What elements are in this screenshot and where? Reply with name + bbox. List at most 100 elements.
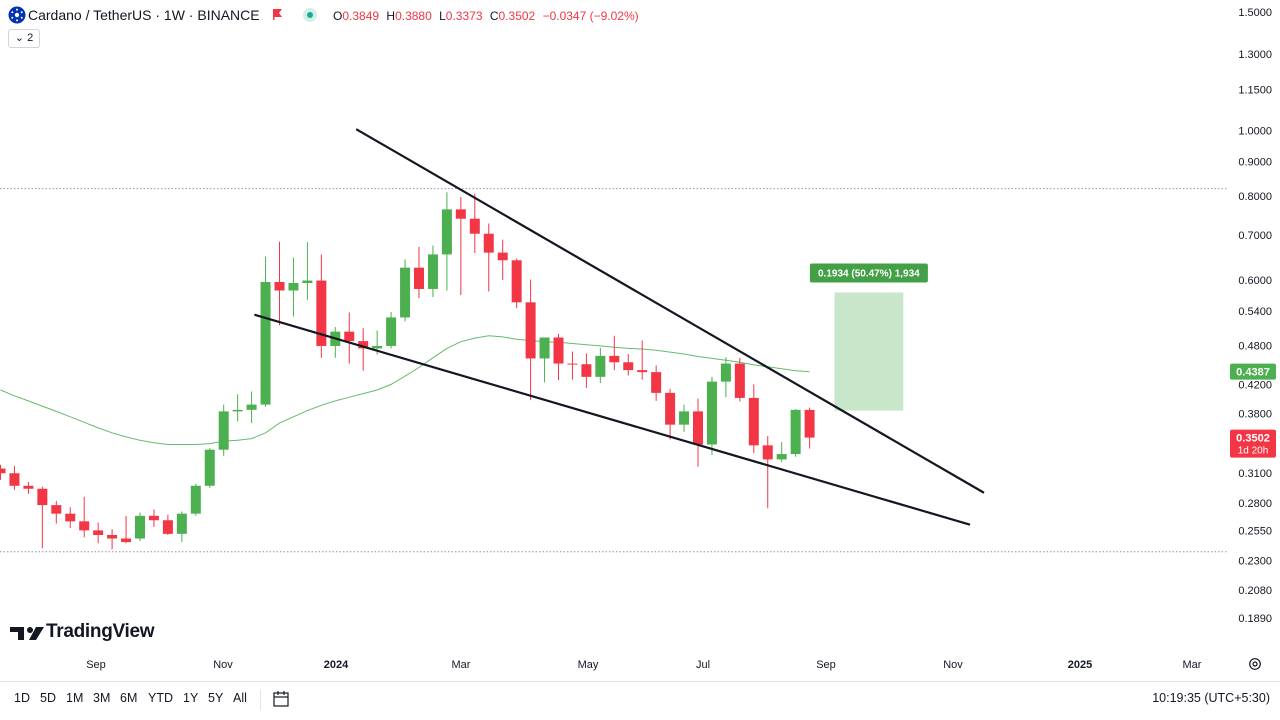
- tradingview-logo-text[interactable]: TradingView: [46, 621, 155, 642]
- candle-body: [525, 302, 536, 359]
- timeframe-1d-button[interactable]: 1D: [14, 691, 30, 705]
- candle[interactable]: [734, 357, 745, 402]
- candle[interactable]: [497, 239, 508, 281]
- candle[interactable]: [511, 258, 522, 309]
- gear-icon[interactable]: [1248, 657, 1262, 671]
- candle[interactable]: [358, 328, 369, 371]
- candle[interactable]: [483, 223, 494, 292]
- price-tick-label: 1.1500: [1238, 85, 1272, 97]
- candle[interactable]: [386, 311, 397, 349]
- candle[interactable]: [581, 353, 592, 388]
- candle-body: [720, 363, 731, 382]
- candle[interactable]: [162, 514, 173, 536]
- candle[interactable]: [260, 256, 271, 407]
- candle[interactable]: [469, 193, 480, 254]
- candle[interactable]: [246, 391, 257, 424]
- candle[interactable]: [288, 257, 299, 317]
- timeframe-all-button[interactable]: All: [233, 691, 247, 705]
- candle[interactable]: [567, 351, 578, 380]
- candle[interactable]: [665, 388, 676, 440]
- candle[interactable]: [762, 436, 773, 509]
- calendar-range-icon[interactable]: [272, 690, 290, 708]
- candle[interactable]: [344, 312, 355, 364]
- candle[interactable]: [9, 465, 20, 490]
- flag-icon[interactable]: [272, 9, 283, 20]
- candle[interactable]: [107, 529, 118, 550]
- market-status-icon[interactable]: [303, 8, 317, 22]
- candle[interactable]: [190, 483, 201, 516]
- symbol-title[interactable]: Cardano / TetherUS · 1W · BINANCE: [28, 7, 260, 23]
- price-tick-label: 0.4800: [1238, 340, 1272, 352]
- candle-body: [776, 454, 787, 460]
- candle[interactable]: [427, 245, 438, 298]
- candle[interactable]: [679, 404, 690, 432]
- timeframe-ytd-button[interactable]: YTD: [148, 691, 173, 705]
- candle[interactable]: [776, 441, 787, 463]
- timeframe-6m-button[interactable]: 6M: [120, 691, 138, 705]
- candle[interactable]: [414, 246, 424, 299]
- price-tick-label: 0.2550: [1238, 525, 1272, 537]
- trendline[interactable]: [355, 128, 985, 494]
- clock-timezone[interactable]: 10:19:35 (UTC+5:30): [1152, 691, 1270, 705]
- timeframe-3m-button[interactable]: 3M: [93, 691, 111, 705]
- price-tick-label: 0.6000: [1238, 275, 1272, 287]
- candle[interactable]: [232, 394, 243, 422]
- candle[interactable]: [93, 522, 104, 544]
- candle[interactable]: [79, 496, 90, 538]
- candle[interactable]: [693, 398, 703, 467]
- candle[interactable]: [274, 241, 285, 326]
- candle[interactable]: [553, 333, 564, 381]
- candle[interactable]: [790, 409, 801, 457]
- timeframe-5d-button[interactable]: 5D: [40, 691, 56, 705]
- candle[interactable]: [804, 407, 815, 449]
- candle[interactable]: [135, 512, 145, 541]
- candle-body: [246, 404, 257, 410]
- time-tick-label: 2024: [324, 659, 349, 671]
- candle[interactable]: [441, 192, 452, 291]
- candle[interactable]: [65, 507, 76, 529]
- candle[interactable]: [651, 365, 662, 401]
- price-tick-label: 0.4200: [1238, 379, 1272, 391]
- candle[interactable]: [720, 357, 731, 398]
- candle[interactable]: [539, 337, 550, 383]
- tradingview-logo-icon[interactable]: [10, 622, 46, 644]
- timeframe-1m-button[interactable]: 1M: [66, 691, 84, 705]
- timeframe-5y-button[interactable]: 5Y: [208, 691, 224, 705]
- candle-body: [483, 233, 494, 253]
- candle[interactable]: [525, 279, 536, 401]
- trendline[interactable]: [254, 313, 971, 526]
- candle[interactable]: [302, 242, 313, 300]
- candle[interactable]: [623, 353, 634, 376]
- price-label-box: [1230, 363, 1276, 380]
- candle[interactable]: [204, 447, 215, 488]
- candle[interactable]: [330, 327, 341, 358]
- candle[interactable]: [121, 515, 132, 544]
- time-tick-label: Sep: [816, 659, 836, 671]
- candle[interactable]: [748, 384, 759, 454]
- candle[interactable]: [218, 404, 229, 456]
- indicators-toggle-button[interactable]: ⌄ 2: [8, 29, 40, 48]
- candle-body: [358, 341, 369, 349]
- price-chart[interactable]: 0.1934 (50.47%) 1,934 1.5000 1.3000 1.1500…: [0, 0, 1280, 681]
- candle[interactable]: [609, 335, 620, 371]
- candle[interactable]: [176, 511, 187, 543]
- candle[interactable]: [595, 347, 606, 384]
- candle[interactable]: [637, 340, 648, 380]
- candle[interactable]: [706, 376, 717, 455]
- candle[interactable]: [455, 196, 466, 296]
- price-tick-label: 0.5400: [1238, 306, 1272, 318]
- measure-range-box[interactable]: [834, 292, 904, 411]
- time-tick-label: Mar: [452, 659, 471, 671]
- candle[interactable]: [37, 486, 48, 549]
- timeframe-1y-button[interactable]: 1Y: [183, 691, 199, 705]
- price-label: 0.4387: [1236, 367, 1270, 379]
- candle[interactable]: [0, 464, 6, 480]
- candles: [0, 192, 815, 550]
- candle[interactable]: [316, 254, 327, 358]
- countdown-label: 1d 20h: [1238, 446, 1269, 457]
- candle-body: [762, 445, 773, 460]
- candle[interactable]: [400, 259, 411, 322]
- candle[interactable]: [51, 500, 62, 524]
- candle[interactable]: [148, 509, 159, 527]
- candle[interactable]: [23, 481, 34, 494]
